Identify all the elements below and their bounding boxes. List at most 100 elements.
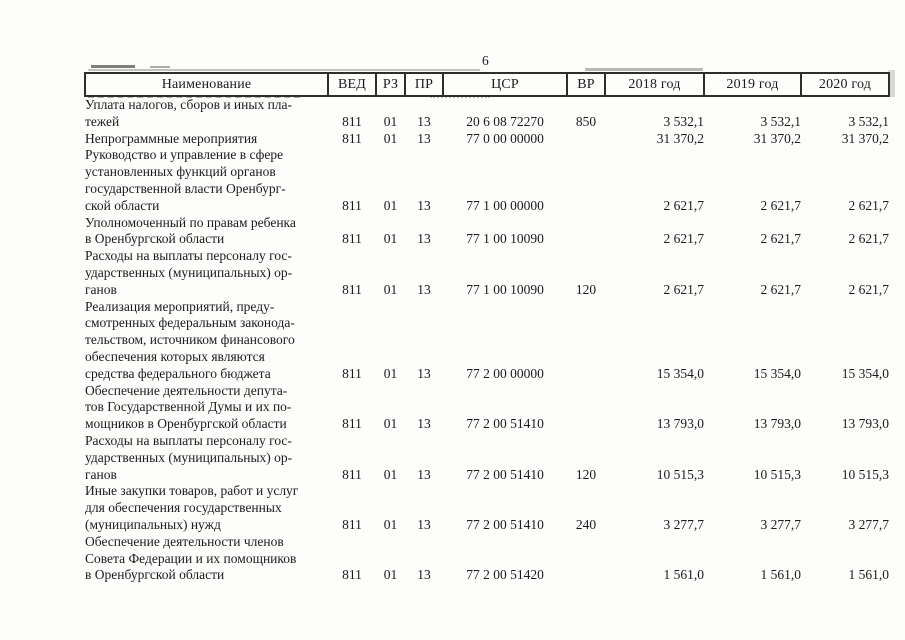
cell-pr: 13	[417, 113, 431, 129]
table-row: Обеспечение деятельности членов Совета Ф…	[85, 534, 889, 584]
cell-name: Непрограммные мероприятия	[85, 130, 258, 146]
cell-vr	[567, 534, 605, 584]
cell-y2020: 3 532,1	[848, 113, 890, 129]
cell-vr: 240	[575, 516, 597, 532]
cell-name: Уплата налогов, сборов и иных пла- тежей	[85, 97, 293, 129]
cell-y2018: 15 354,0	[656, 365, 704, 381]
cell-pr: 13	[417, 231, 431, 247]
cell-ved: 811	[342, 416, 362, 432]
col-header-ved: ВЕД	[327, 72, 377, 97]
cell-ved: 811	[342, 466, 362, 482]
cell-rz: 01	[383, 416, 398, 432]
cell-y2019: 15 354,0	[753, 365, 801, 381]
cell-pr: 13	[417, 281, 431, 297]
col-header-csr: ЦСР	[442, 72, 568, 97]
scan-artifact	[88, 69, 480, 71]
col-header-pr: ПР	[404, 72, 444, 97]
col-header-rz: РЗ	[375, 72, 406, 97]
cell-y2019: 31 370,2	[753, 130, 801, 146]
cell-y2019: 3 277,7	[760, 516, 802, 532]
table-row: Иные закупки товаров, работ и услуг для …	[85, 483, 889, 533]
cell-y2020: 2 621,7	[848, 281, 890, 297]
budget-table: Наименование ВЕД РЗ ПР ЦСР ВР 2018 год 2…	[84, 72, 890, 584]
cell-y2020: 2 621,7	[848, 231, 890, 247]
table-row: Обеспечение деятельности депута- тов Гос…	[85, 383, 889, 433]
cell-pr: 13	[417, 130, 431, 146]
cell-pr: 13	[417, 365, 431, 381]
cell-ved: 811	[342, 113, 362, 129]
cell-csr: 77 1 00 00000	[466, 197, 544, 213]
scan-artifact	[150, 66, 170, 68]
cell-y2020: 31 370,2	[841, 130, 889, 146]
col-header-2018: 2018 год	[604, 72, 705, 97]
cell-rz: 01	[383, 567, 398, 583]
cell-rz: 01	[383, 365, 398, 381]
cell-y2020: 2 621,7	[848, 197, 890, 213]
cell-csr: 77 2 00 00000	[466, 365, 544, 381]
table-row: Уполномоченный по правам ребенка в Оренб…	[85, 215, 889, 249]
cell-vr	[567, 131, 605, 148]
table-row: Руководство и управление в сфере установ…	[85, 147, 889, 214]
cell-vr: 120	[575, 466, 597, 482]
table-row: Расходы на выплаты персоналу гос- ударст…	[85, 433, 889, 483]
cell-y2019: 3 532,1	[760, 113, 802, 129]
cell-csr: 77 1 00 10090	[466, 231, 544, 247]
cell-csr: 77 2 00 51410	[466, 416, 544, 432]
table-row: Реализация мероприятий, преду- смотренны…	[85, 299, 889, 383]
cell-rz: 01	[383, 516, 398, 532]
col-header-name: Наименование	[84, 72, 329, 97]
cell-y2018: 2 621,7	[663, 231, 705, 247]
cell-ved: 811	[342, 281, 362, 297]
cell-ved: 811	[342, 567, 362, 583]
cell-csr: 20 6 08 72270	[466, 113, 544, 129]
cell-ved: 811	[342, 130, 362, 146]
cell-y2018: 3 277,7	[663, 516, 705, 532]
cell-pr: 13	[417, 197, 431, 213]
cell-name: Расходы на выплаты персоналу гос- ударст…	[85, 248, 293, 297]
cell-vr: 850	[575, 113, 597, 129]
cell-y2018: 13 793,0	[656, 416, 704, 432]
cell-y2018: 3 532,1	[663, 113, 705, 129]
cell-pr: 13	[417, 567, 431, 583]
cell-y2019: 10 515,3	[753, 466, 801, 482]
cell-name: Руководство и управление в сфере установ…	[85, 147, 286, 213]
cell-csr: 77 2 00 51410	[466, 516, 544, 532]
table-header: Наименование ВЕД РЗ ПР ЦСР ВР 2018 год 2…	[84, 72, 890, 97]
col-header-vr: ВР	[566, 72, 606, 97]
cell-ved: 811	[342, 516, 362, 532]
cell-name: Обеспечение деятельности депута- тов Гос…	[85, 382, 292, 432]
cell-rz: 01	[383, 197, 398, 213]
cell-y2020: 13 793,0	[841, 416, 889, 432]
cell-name: Обеспечение деятельности членов Совета Ф…	[85, 533, 297, 583]
cell-y2020: 10 515,3	[841, 466, 889, 482]
cell-csr: 77 2 00 51410	[466, 466, 544, 482]
cell-rz: 01	[383, 231, 398, 247]
cell-y2019: 2 621,7	[760, 281, 802, 297]
table-body: Уплата налогов, сборов и иных пла- тежей…	[85, 96, 889, 584]
cell-vr	[567, 299, 605, 383]
cell-vr	[567, 147, 605, 214]
table-row: Непрограммные мероприятия 811 01 13 77 0 00 …	[85, 131, 889, 148]
cell-y2018: 31 370,2	[656, 130, 704, 146]
col-header-2019: 2019 год	[703, 72, 802, 97]
cell-vr	[567, 383, 605, 433]
cell-rz: 01	[383, 281, 398, 297]
table-header-row: Наименование ВЕД РЗ ПР ЦСР ВР 2018 год 2…	[84, 72, 890, 97]
cell-y2019: 2 621,7	[760, 197, 802, 213]
cell-rz: 01	[383, 113, 398, 129]
cell-csr: 77 1 00 10090	[466, 281, 544, 297]
cell-pr: 13	[417, 466, 431, 482]
cell-y2019: 13 793,0	[753, 416, 801, 432]
cell-ved: 811	[342, 231, 362, 247]
table-row: Уплата налогов, сборов и иных пла- тежей…	[85, 96, 889, 131]
scan-artifact	[585, 68, 703, 71]
cell-pr: 13	[417, 416, 431, 432]
cell-ved: 811	[342, 365, 362, 381]
cell-y2020: 15 354,0	[841, 365, 889, 381]
cell-csr: 77 2 00 51420	[466, 567, 544, 583]
table-row: Расходы на выплаты персоналу гос- ударст…	[85, 248, 889, 298]
cell-csr: 77 0 00 00000	[466, 130, 544, 146]
cell-y2018: 2 621,7	[663, 281, 705, 297]
cell-y2019: 1 561,0	[760, 567, 802, 583]
